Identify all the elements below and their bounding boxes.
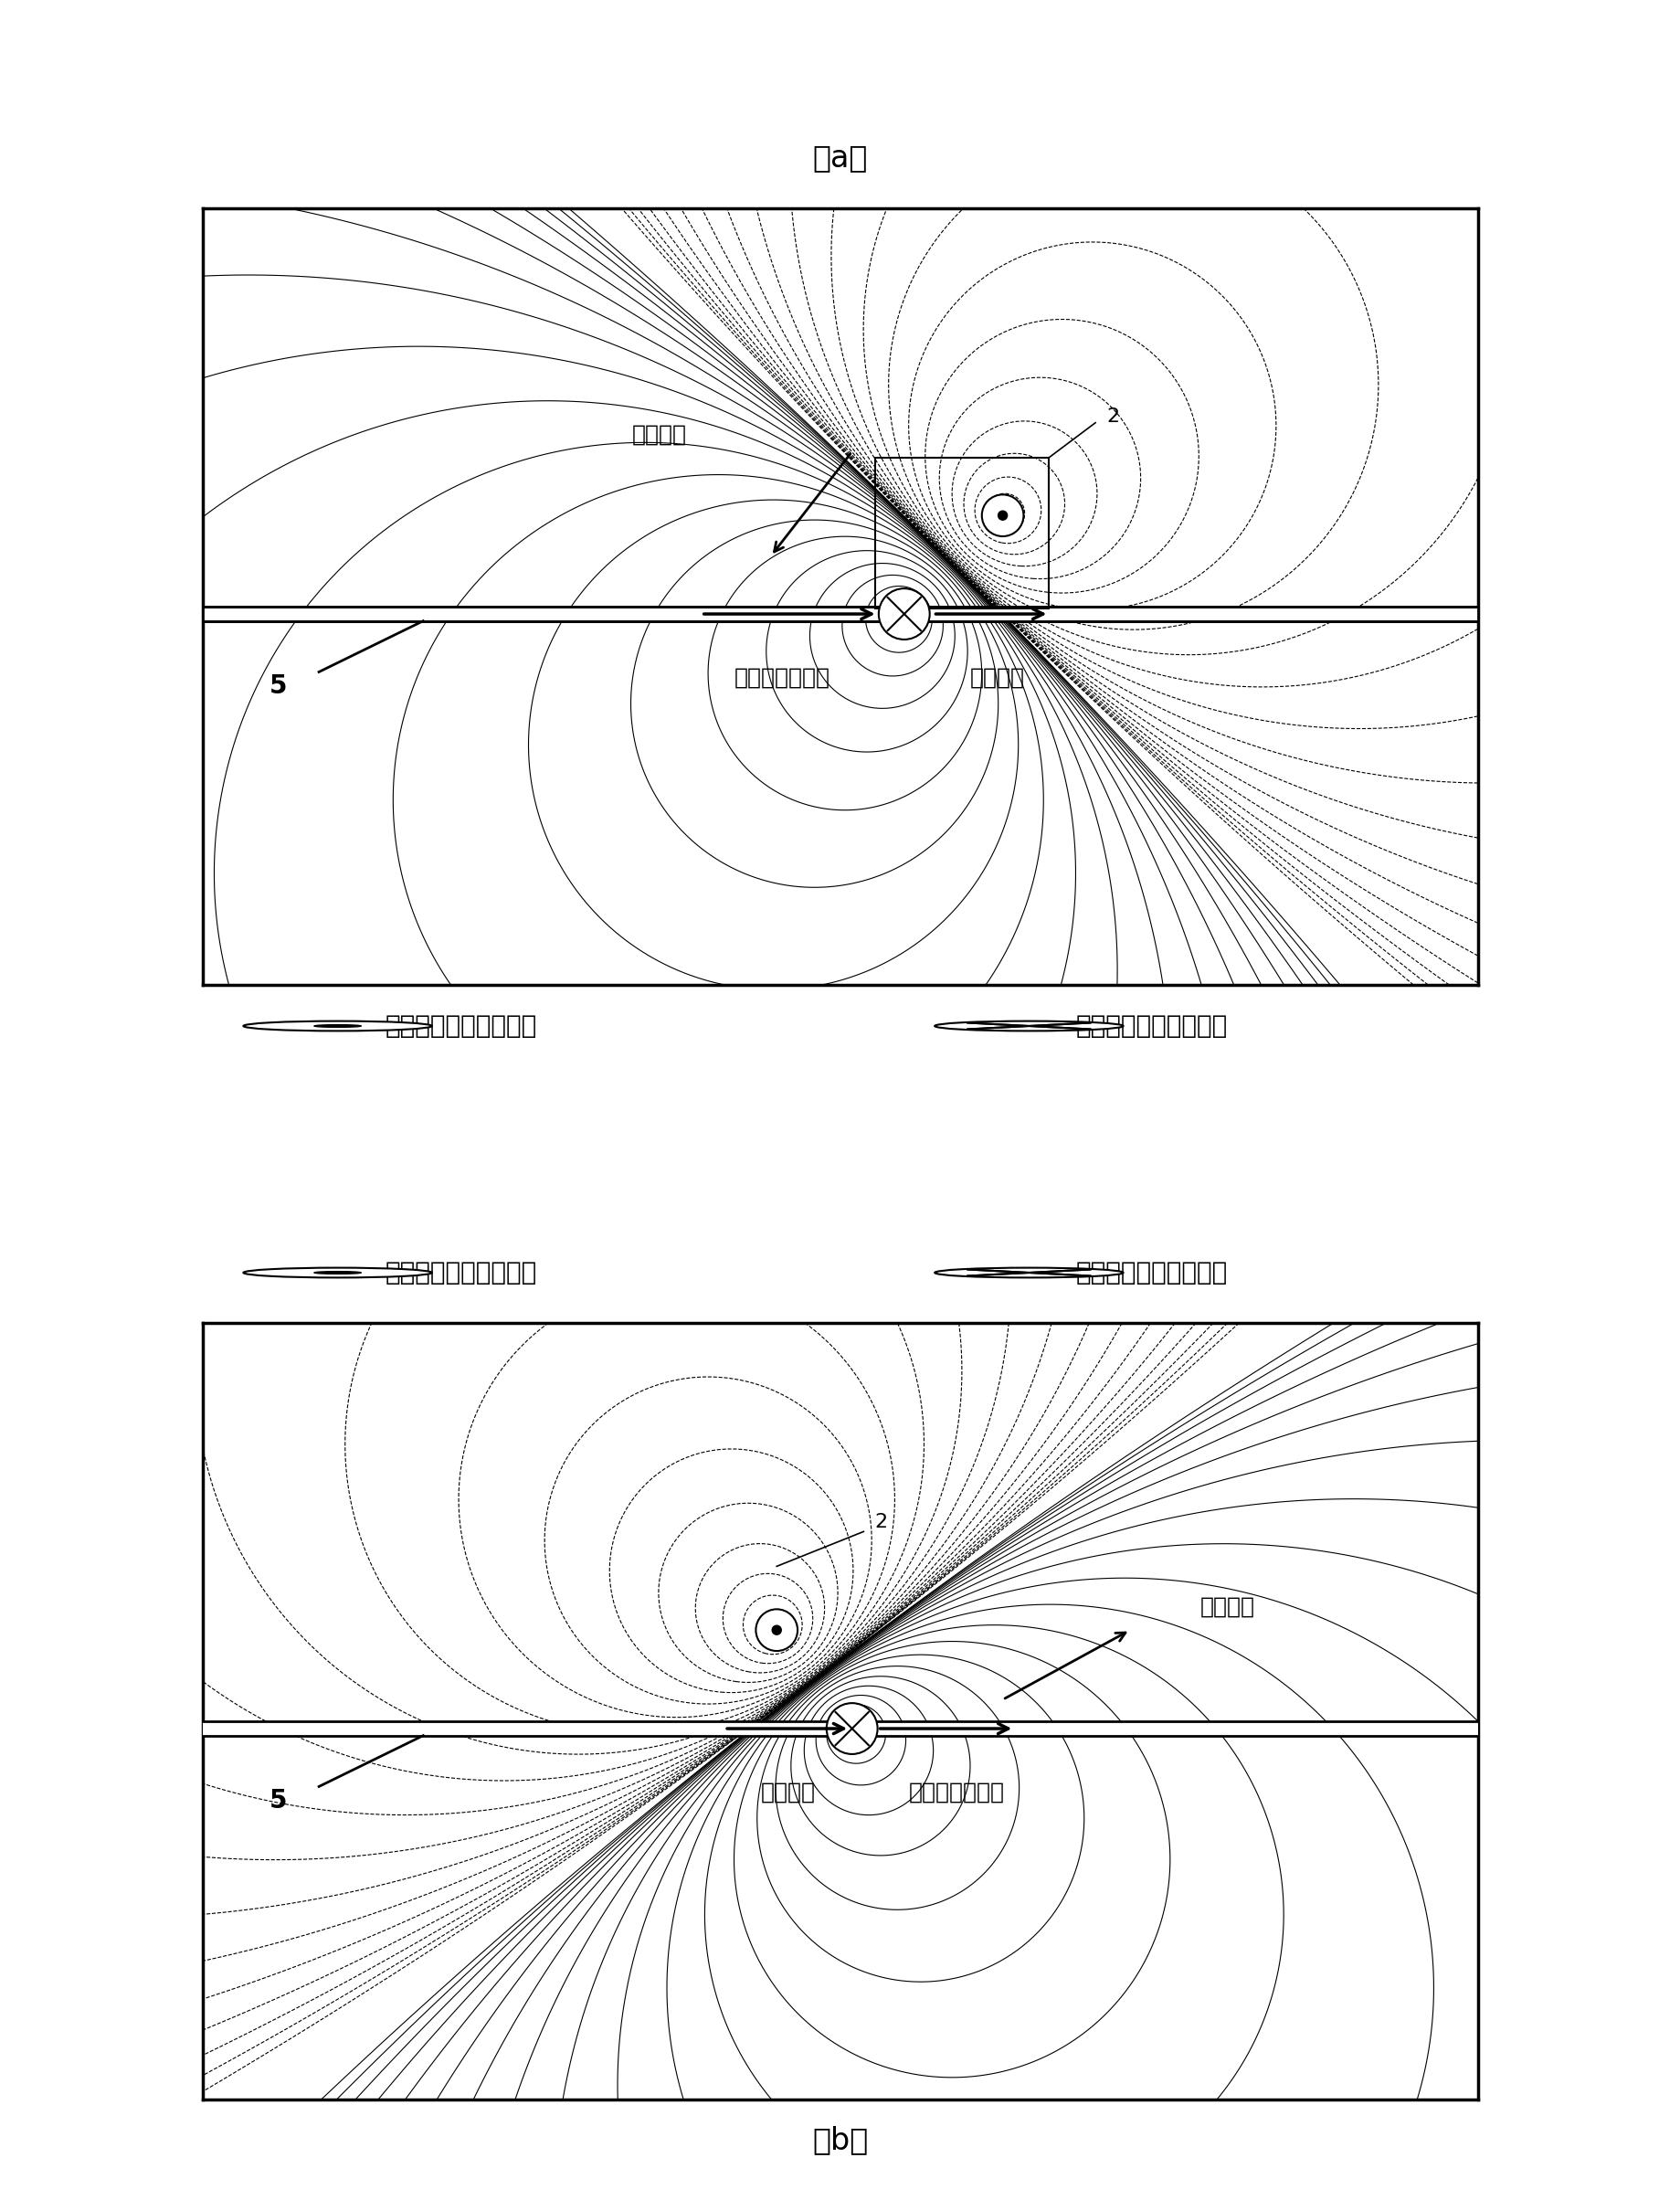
Text: 横向向内电磁力: 横向向内电磁力 xyxy=(734,667,830,689)
Circle shape xyxy=(827,1703,877,1753)
FancyBboxPatch shape xyxy=(203,607,1477,620)
Text: 磁场方向: 磁场方向 xyxy=(632,422,687,444)
Circle shape xyxy=(314,1025,361,1027)
Circle shape xyxy=(981,495,1023,537)
Circle shape xyxy=(314,1272,361,1274)
Text: 流动方向: 流动方向 xyxy=(761,1782,815,1804)
Text: （b）: （b） xyxy=(811,2125,869,2156)
Bar xyxy=(875,458,1048,607)
Circle shape xyxy=(998,510,1006,519)
Text: 横向向外电磁力: 横向向外电磁力 xyxy=(907,1782,1003,1804)
Text: 电流密度垂直纸面向外: 电流密度垂直纸面向外 xyxy=(385,1261,536,1285)
Text: 2: 2 xyxy=(874,1514,887,1531)
Text: 电流密度垂直纸面向内: 电流密度垂直纸面向内 xyxy=(1075,1261,1228,1285)
Text: 电流密度垂直纸面向内: 电流密度垂直纸面向内 xyxy=(1075,1014,1228,1038)
Text: 电流密度垂直纸面向外: 电流密度垂直纸面向外 xyxy=(385,1014,536,1038)
Circle shape xyxy=(756,1608,796,1650)
Circle shape xyxy=(934,1021,1122,1032)
Text: 5: 5 xyxy=(269,1789,287,1813)
Text: 2: 2 xyxy=(1105,407,1119,427)
Text: 流动方向: 流动方向 xyxy=(969,667,1023,689)
Circle shape xyxy=(879,587,929,640)
Circle shape xyxy=(244,1021,432,1032)
Circle shape xyxy=(934,1267,1122,1278)
FancyBboxPatch shape xyxy=(203,1723,1477,1736)
Text: （a）: （a） xyxy=(813,143,867,174)
Text: 磁场方向: 磁场方向 xyxy=(1200,1595,1253,1617)
Text: 5: 5 xyxy=(269,673,287,700)
Circle shape xyxy=(771,1626,781,1635)
Circle shape xyxy=(244,1267,432,1278)
